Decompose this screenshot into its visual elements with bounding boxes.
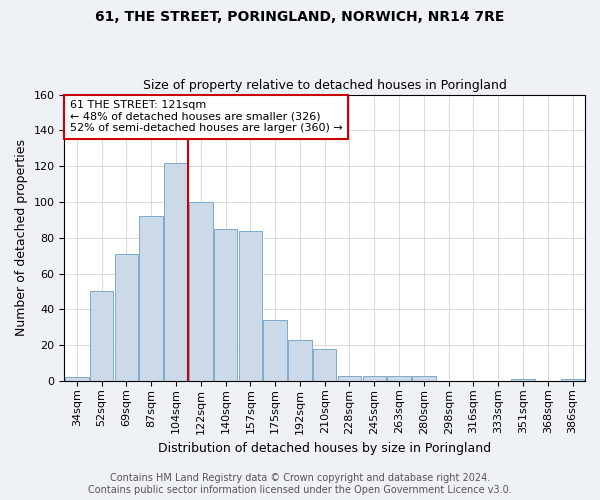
Title: Size of property relative to detached houses in Poringland: Size of property relative to detached ho… bbox=[143, 79, 506, 92]
Bar bbox=[288, 340, 311, 381]
Y-axis label: Number of detached properties: Number of detached properties bbox=[15, 139, 28, 336]
Bar bbox=[139, 216, 163, 381]
Bar bbox=[387, 376, 411, 381]
Bar bbox=[362, 376, 386, 381]
Bar bbox=[511, 379, 535, 381]
Bar bbox=[164, 162, 188, 381]
Bar bbox=[90, 292, 113, 381]
Bar bbox=[338, 376, 361, 381]
Bar bbox=[189, 202, 212, 381]
Bar bbox=[313, 348, 337, 381]
Text: 61 THE STREET: 121sqm
← 48% of detached houses are smaller (326)
52% of semi-det: 61 THE STREET: 121sqm ← 48% of detached … bbox=[70, 100, 343, 134]
Bar bbox=[115, 254, 138, 381]
Bar bbox=[65, 378, 89, 381]
Text: Contains HM Land Registry data © Crown copyright and database right 2024.
Contai: Contains HM Land Registry data © Crown c… bbox=[88, 474, 512, 495]
Bar bbox=[412, 376, 436, 381]
Bar bbox=[561, 379, 584, 381]
Bar bbox=[239, 230, 262, 381]
X-axis label: Distribution of detached houses by size in Poringland: Distribution of detached houses by size … bbox=[158, 442, 491, 455]
Bar bbox=[214, 229, 238, 381]
Text: 61, THE STREET, PORINGLAND, NORWICH, NR14 7RE: 61, THE STREET, PORINGLAND, NORWICH, NR1… bbox=[95, 10, 505, 24]
Bar bbox=[263, 320, 287, 381]
